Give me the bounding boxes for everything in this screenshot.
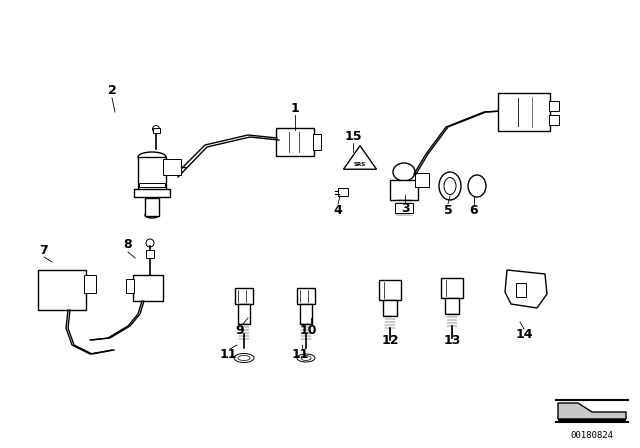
Bar (146, 250, 154, 258)
Bar (338, 188, 348, 196)
Text: 5: 5 (444, 203, 452, 216)
Text: 14: 14 (515, 328, 532, 341)
Text: 7: 7 (40, 244, 49, 257)
Bar (297, 288, 315, 304)
Bar (441, 278, 463, 298)
Bar (516, 283, 526, 297)
Text: 10: 10 (300, 323, 317, 336)
Bar (38, 270, 86, 310)
Ellipse shape (301, 356, 311, 361)
Bar (235, 288, 253, 304)
Circle shape (152, 125, 159, 133)
Bar (395, 203, 413, 213)
Bar (145, 198, 159, 216)
Bar (549, 115, 559, 125)
Text: 9: 9 (236, 323, 244, 336)
Bar (558, 419, 626, 422)
Bar (126, 279, 134, 293)
Bar (415, 173, 429, 187)
Text: 11: 11 (291, 349, 308, 362)
Ellipse shape (138, 152, 166, 162)
Polygon shape (558, 403, 626, 419)
Polygon shape (344, 146, 376, 169)
Bar (138, 157, 166, 193)
Circle shape (74, 296, 79, 301)
Bar (498, 93, 550, 131)
Text: 00180824: 00180824 (570, 431, 614, 439)
Text: 11: 11 (220, 349, 237, 362)
Bar (238, 304, 250, 324)
Bar (276, 128, 314, 156)
Text: 8: 8 (124, 238, 132, 251)
Bar (379, 280, 401, 300)
Ellipse shape (145, 212, 159, 218)
Bar (549, 101, 559, 111)
Ellipse shape (444, 177, 456, 194)
Ellipse shape (393, 163, 415, 181)
Text: 15: 15 (344, 129, 362, 142)
Bar (84, 275, 96, 293)
Ellipse shape (468, 175, 486, 197)
Bar (152, 129, 159, 134)
Bar (139, 183, 165, 187)
Text: 4: 4 (333, 203, 342, 216)
Ellipse shape (234, 353, 254, 362)
Bar (313, 134, 321, 150)
Bar (445, 298, 459, 314)
Text: 13: 13 (444, 333, 461, 346)
Bar (390, 180, 418, 200)
Text: 3: 3 (401, 202, 410, 215)
Ellipse shape (297, 354, 315, 362)
Bar (163, 159, 181, 175)
Circle shape (146, 239, 154, 247)
Ellipse shape (439, 172, 461, 200)
Circle shape (45, 296, 51, 301)
Text: 1: 1 (291, 102, 300, 115)
Circle shape (45, 280, 51, 284)
Circle shape (60, 296, 65, 301)
Text: 12: 12 (381, 333, 399, 346)
Text: 6: 6 (470, 203, 478, 216)
Bar (383, 300, 397, 316)
Circle shape (60, 280, 65, 284)
Bar (133, 275, 163, 301)
Polygon shape (505, 270, 547, 308)
Text: 2: 2 (108, 85, 116, 98)
Bar (134, 189, 170, 197)
Ellipse shape (238, 356, 250, 361)
Text: SRS: SRS (354, 161, 366, 167)
Circle shape (74, 280, 79, 284)
Bar (300, 304, 312, 324)
